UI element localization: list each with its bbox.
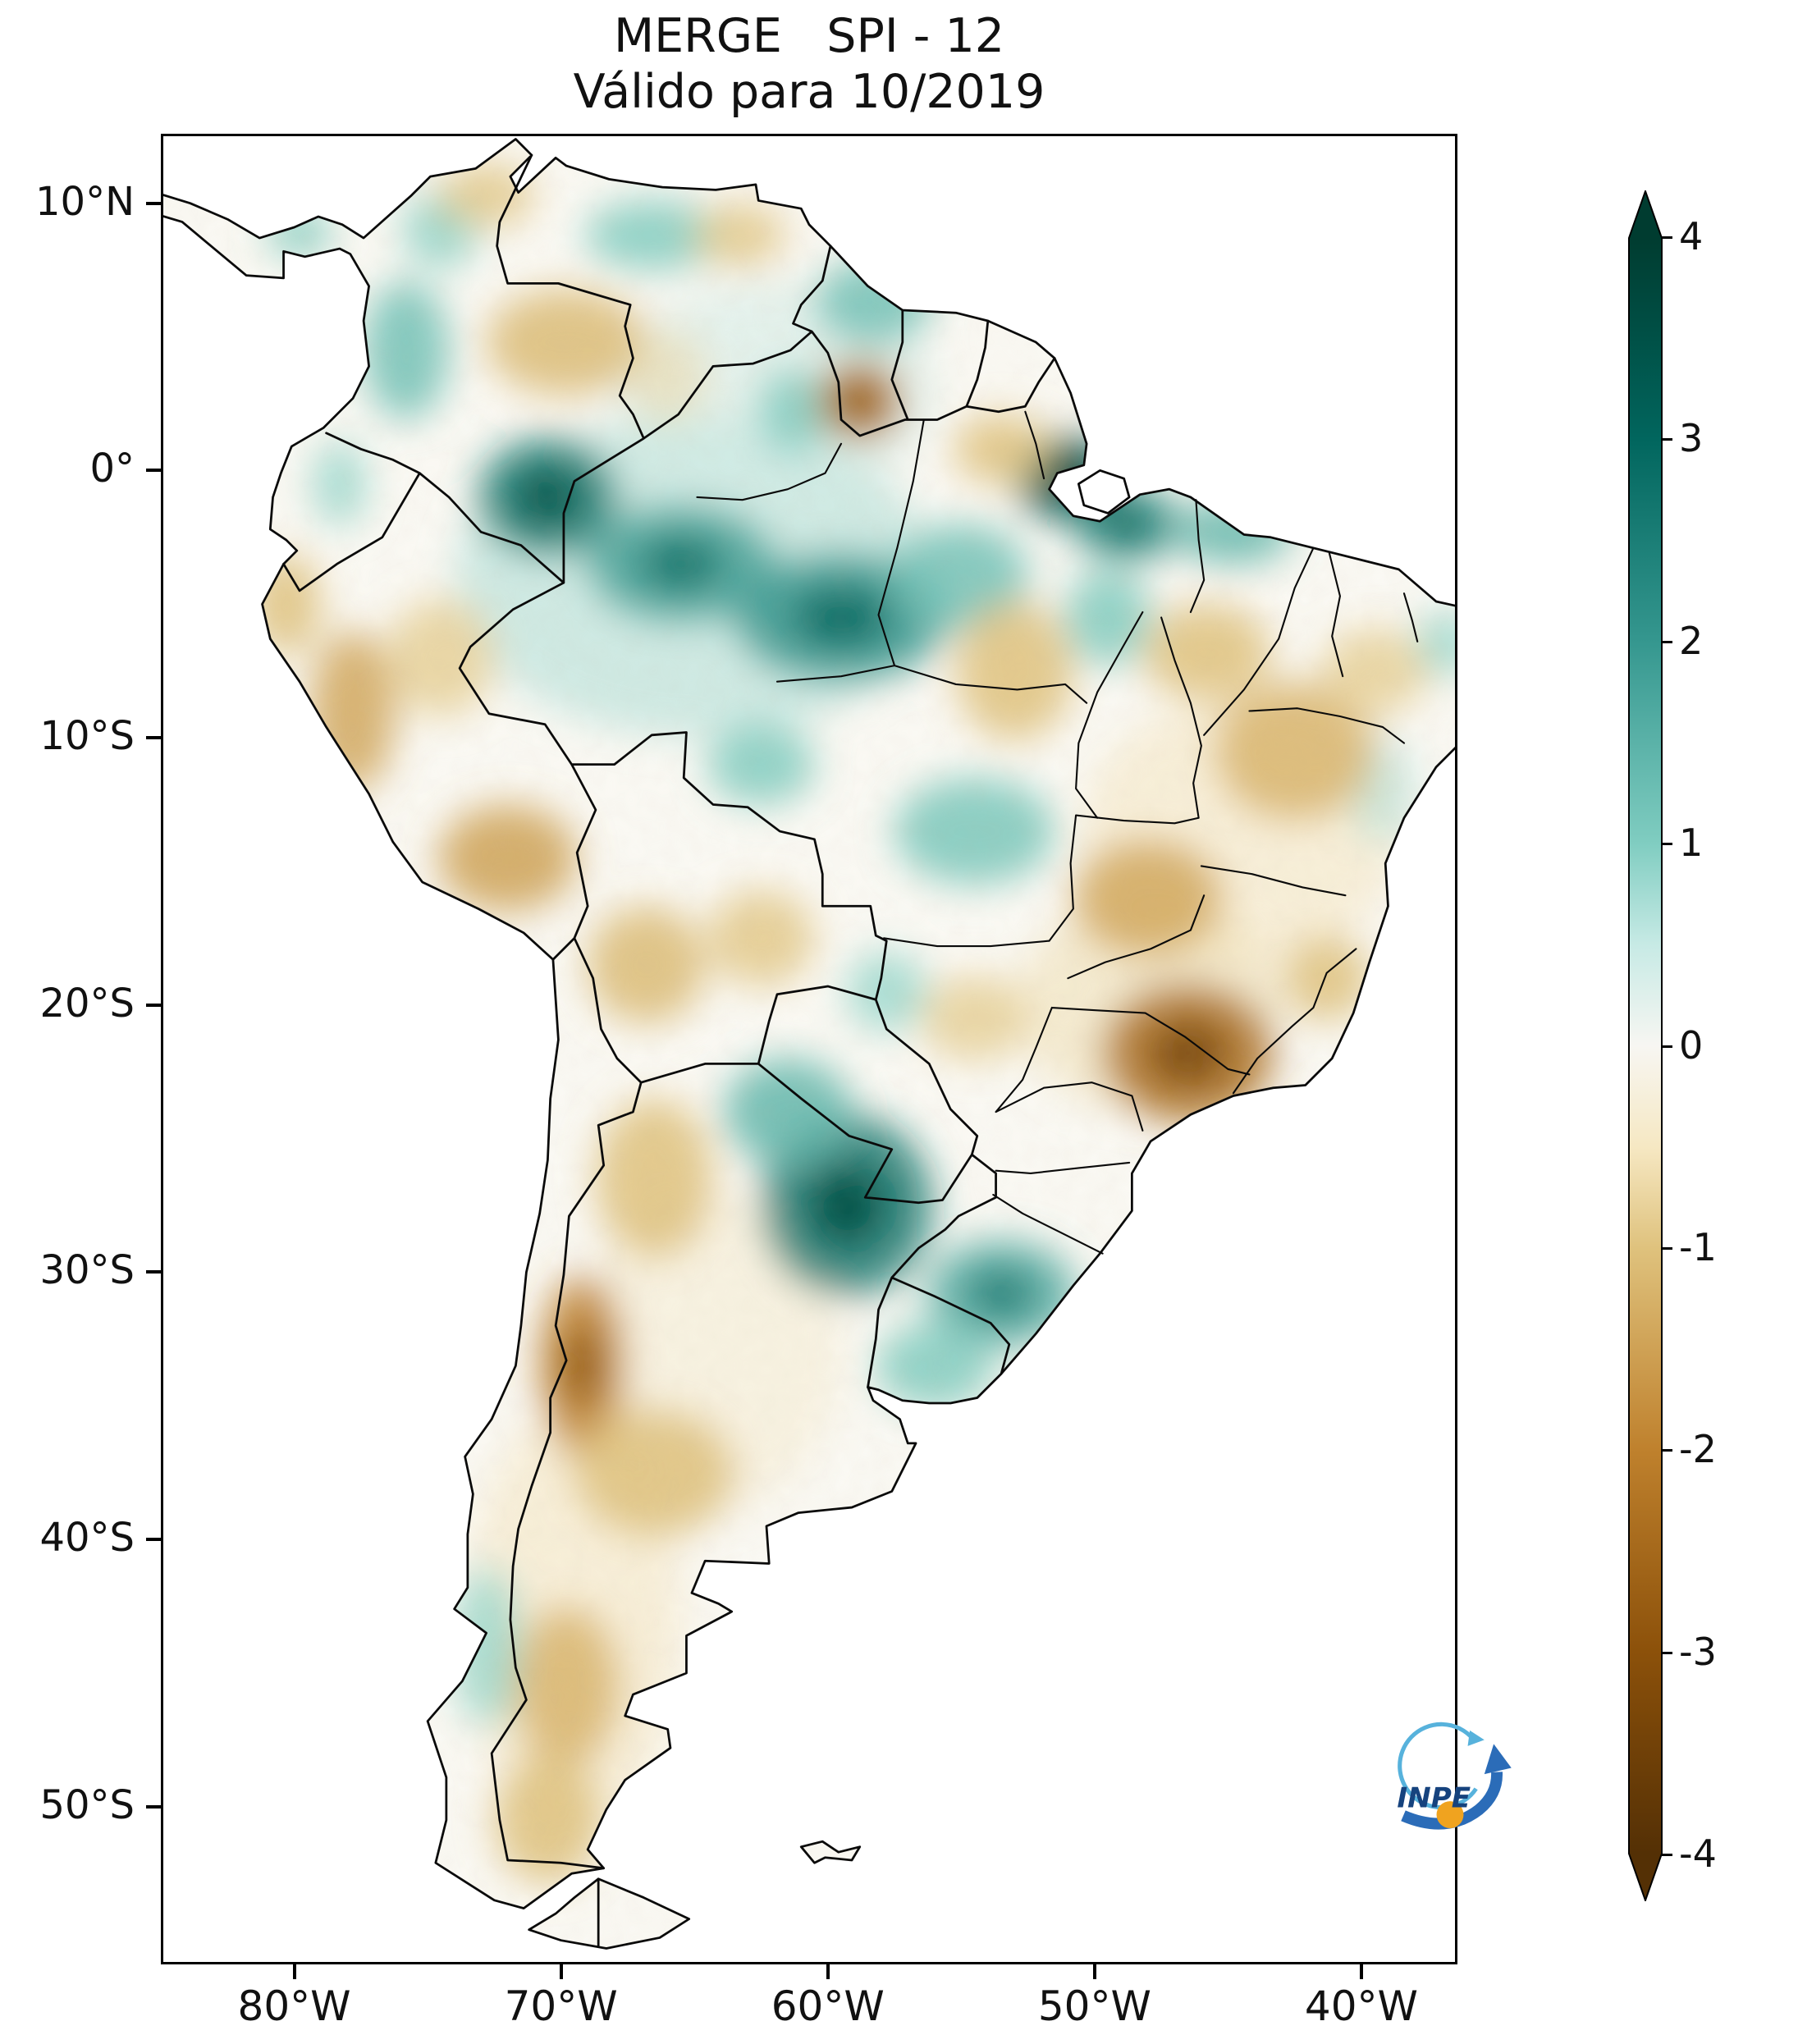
chart-subtitle: Válido para 10/2019 [573,65,1045,119]
y-tick-label: 10°S [39,713,135,760]
map-canvas [161,138,1457,1950]
inpe-logo: INPE [1397,1722,1512,1830]
y-tickmark [146,1003,161,1007]
colorbar-tick-label: 0 [1679,1022,1704,1068]
x-tick-label: 40°W [1304,1982,1418,2030]
colorbar-tick-label: 3 [1679,416,1704,461]
south-america-coastline [161,138,1457,1909]
country-borders [282,153,1056,1947]
raster-grain [161,139,1457,1949]
y-tickmark [146,201,161,205]
x-tickmark [1359,1964,1363,1979]
colorbar-tickmark [1661,640,1672,643]
colorbar-tickmark [1661,1246,1672,1250]
colorbar-tickmark [1661,1651,1672,1654]
x-tick-label: 80°W [237,1982,351,2030]
y-tickmark [146,736,161,740]
colorbar-bar [1628,190,1663,1901]
colorbar-tickmark [1661,1045,1672,1048]
colorbar-tick-label: -1 [1679,1224,1717,1269]
colorbar-tick-label: -4 [1679,1831,1717,1876]
colorbar-tick-label: -3 [1679,1629,1717,1674]
colorbar-tickmark [1661,843,1672,846]
colorbar-tickmark [1661,1854,1672,1856]
inpe-logo-ring-arrowhead [1467,1730,1485,1746]
y-tick-label: 50°S [39,1781,135,1828]
inpe-logo-swoosh-arrowhead [1484,1744,1512,1775]
colorbar-tick-label: -2 [1679,1427,1717,1472]
x-tick-label: 70°W [504,1982,618,2030]
y-tick-label: 30°S [39,1247,135,1294]
inpe-logo-swoosh [1401,1772,1503,1830]
brazil-state-borders [696,410,1419,1255]
colorbar-tickmark [1661,1449,1672,1452]
inpe-logo-globe [1436,1801,1464,1828]
land-fill-layer [161,139,1457,1949]
colorbar [1628,190,1663,1901]
y-tickmark [146,1804,161,1809]
inpe-logo-text: INPE [1397,1782,1471,1815]
x-tick-label: 50°W [1037,1982,1151,2030]
y-tickmark [146,1270,161,1274]
y-tickmark [146,469,161,473]
x-tickmark [1092,1964,1096,1979]
colorbar-tickmark [1661,236,1672,239]
y-tick-label: 40°S [39,1515,135,1562]
chart-title: MERGE SPI - 12 [613,9,1005,63]
y-tickmark [146,1538,161,1542]
falkland-islands-outline [799,1840,862,1864]
y-tick-label: 0° [89,446,135,492]
x-tickmark [292,1964,296,1979]
x-tickmark [559,1964,563,1979]
colorbar-tickmark [1661,438,1672,441]
colorbar-tick-label: 1 [1679,821,1704,866]
x-tickmark [826,1964,830,1979]
y-tick-label: 10°N [35,178,135,225]
y-tick-label: 20°S [39,980,135,1027]
colorbar-tick-label: 2 [1679,618,1704,663]
tierra-del-fuego-outline [528,1877,691,1950]
marajo-island-outline [1077,469,1131,514]
x-tick-label: 60°W [771,1982,885,2030]
colorbar-tick-label: 4 [1679,214,1704,258]
